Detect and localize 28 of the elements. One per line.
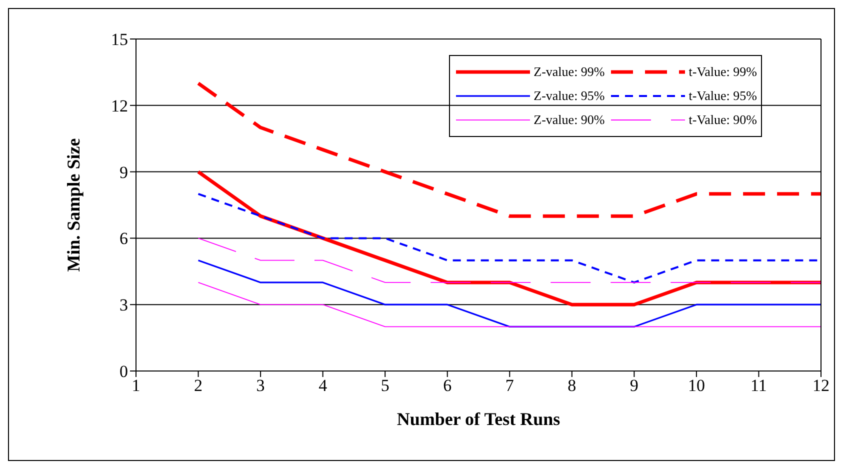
legend-label: t-Value: 99% [688, 64, 757, 80]
x-axis-title: Number of Test Runs [396, 409, 560, 429]
x-tick-label: 1 [132, 376, 140, 396]
y-tick-label: 12 [111, 96, 128, 116]
x-tick-label: 7 [505, 376, 514, 396]
x-tick-label: 5 [380, 376, 390, 396]
x-tick-label: 11 [750, 376, 767, 396]
y-tick-label: 15 [111, 30, 128, 50]
line-series [197, 260, 821, 328]
x-tick-label: 3 [256, 376, 265, 396]
x-tick-label: 6 [443, 376, 452, 396]
legend-label: Z-value: 95% [534, 88, 605, 104]
y-tick-label: 0 [120, 362, 128, 382]
legend-label: Z-value: 90% [534, 112, 605, 128]
y-tick-label: 3 [120, 296, 128, 315]
legend-label: t-Value: 90% [688, 112, 757, 128]
x-tick-label: 9 [630, 376, 638, 396]
legend-label: Z-value: 99% [534, 64, 605, 80]
x-tick-label: 10 [688, 376, 705, 396]
x-tick-label: 12 [812, 376, 830, 396]
y-axis-title: Min. Sample Size [63, 138, 84, 272]
y-tick-label: 9 [120, 162, 128, 182]
y-tick-label: 6 [120, 229, 128, 248]
x-tick-label: 2 [194, 376, 203, 396]
x-tick-label: 8 [568, 376, 576, 396]
line-series [196, 82, 821, 218]
x-tick-label: 4 [318, 376, 328, 396]
legend-label: t-Value: 95% [688, 88, 757, 104]
